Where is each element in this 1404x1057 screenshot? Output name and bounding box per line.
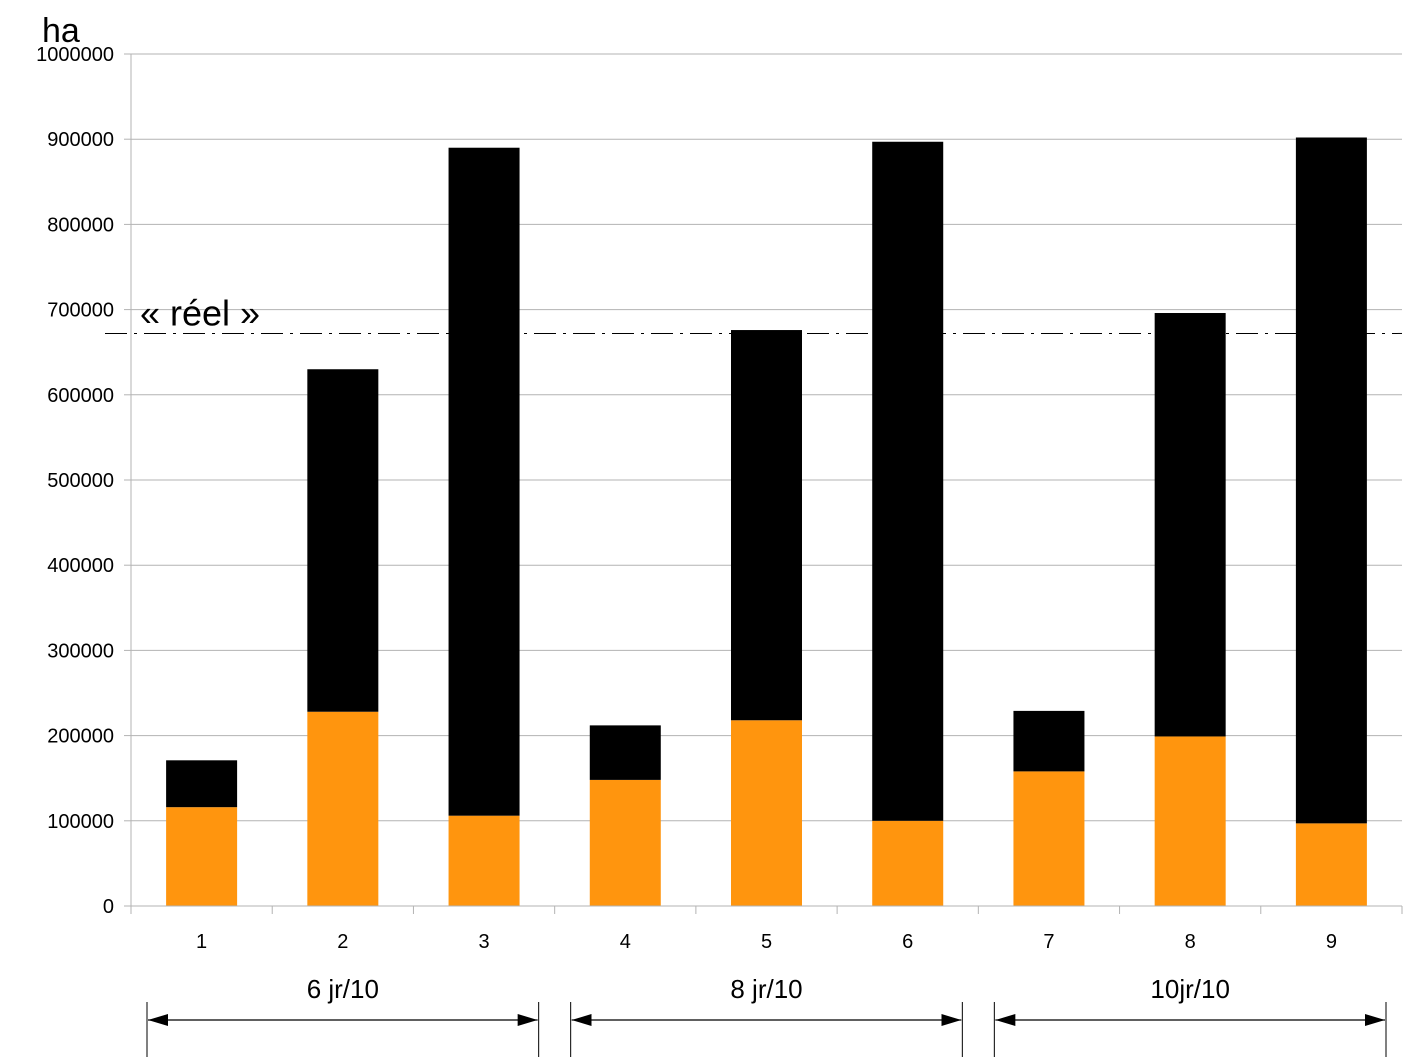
y-tick-label: 100000 — [47, 811, 114, 833]
bar-segment-1 — [307, 711, 379, 906]
y-tick-label: 300000 — [47, 640, 114, 662]
y-tick-label: 1000000 — [36, 44, 114, 66]
x-tick-label: 1 — [196, 931, 207, 953]
y-tick-label: 900000 — [47, 129, 114, 151]
bar-segment-1 — [589, 779, 661, 906]
bar-segment-1 — [166, 807, 238, 906]
y-tick-label: 500000 — [47, 470, 114, 492]
bars — [166, 137, 1367, 906]
x-tick-label: 9 — [1326, 931, 1337, 953]
y-unit-label: ha — [42, 12, 80, 50]
bar-segment-2 — [448, 147, 520, 816]
y-tick-label: 0 — [103, 896, 114, 918]
y-tick-label: 400000 — [47, 555, 114, 577]
bar-segment-2 — [1295, 137, 1367, 824]
axes — [124, 53, 1403, 914]
x-tick-label: 2 — [337, 931, 348, 953]
x-tick-label: 7 — [1043, 931, 1054, 953]
bar-segment-2 — [731, 330, 802, 721]
group-label: 6 jr/10 — [307, 974, 379, 1004]
reference-line-label: « réel » — [140, 292, 260, 333]
x-tick-label: 4 — [620, 931, 631, 953]
bar-segment-1 — [1013, 771, 1085, 906]
bar-segment-1 — [731, 720, 802, 906]
bar-segment-1 — [1295, 823, 1367, 906]
y-tick-label: 600000 — [47, 385, 114, 407]
x-tick-label: 3 — [478, 931, 489, 953]
bar-segment-2 — [1013, 710, 1085, 772]
bar-segment-1 — [448, 815, 520, 906]
bar-segment-2 — [589, 725, 661, 780]
bar-segment-2 — [166, 760, 238, 808]
y-tick-label: 700000 — [47, 300, 114, 322]
x-tick-label: 6 — [902, 931, 913, 953]
bar-segment-2 — [307, 369, 379, 712]
x-tick-label: 5 — [761, 931, 772, 953]
y-tick-label: 800000 — [47, 214, 114, 236]
bar-segment-2 — [1154, 313, 1226, 737]
group-label: 10jr/10 — [1150, 974, 1230, 1004]
category-groups: 6 jr/10 8 jr/10 10jr/10 — [146, 974, 1387, 1057]
bar-segment-1 — [872, 820, 944, 906]
group-label: 8 jr/10 — [730, 974, 802, 1004]
reference-line-group: « réel » — [105, 292, 1402, 334]
labels: 0 100000 200000 300000 400000 500000 600000 700… — [36, 12, 1337, 953]
bar-segment-2 — [872, 141, 944, 821]
x-tick-label: 8 — [1185, 931, 1196, 953]
y-tick-label: 200000 — [47, 726, 114, 748]
bar-segment-1 — [1154, 736, 1226, 906]
